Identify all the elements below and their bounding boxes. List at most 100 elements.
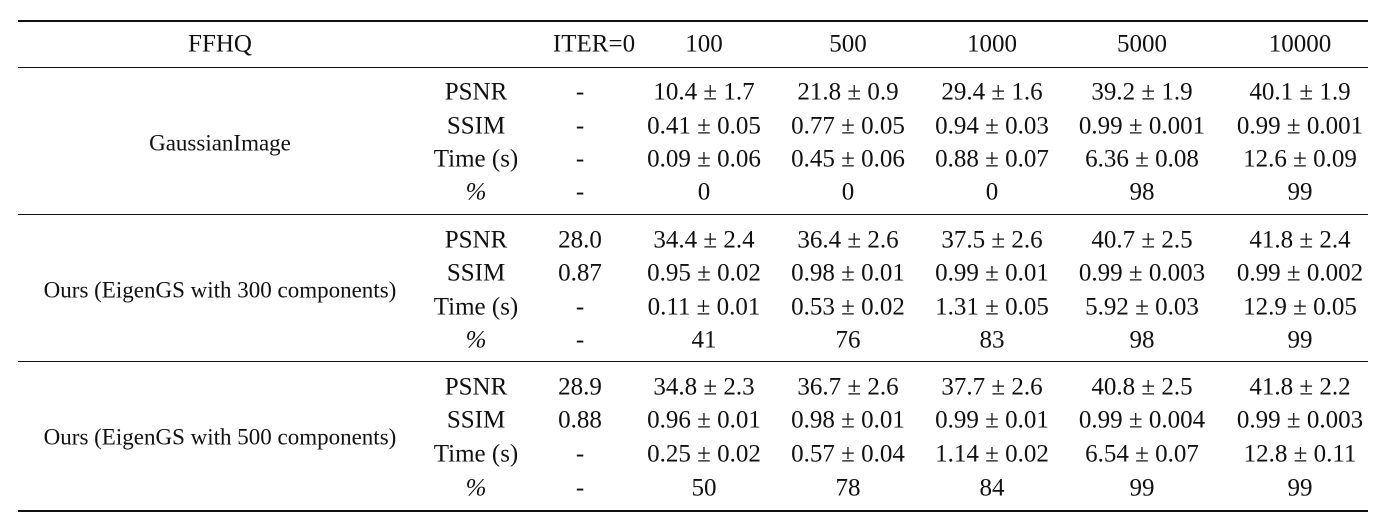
table-cell: 76 — [835, 326, 861, 354]
iteration-header: 5000 — [1117, 30, 1167, 58]
table-cell: 99 — [1287, 326, 1313, 354]
table-cell: 37.5 ± 2.6 — [941, 226, 1043, 254]
metric-label: % — [465, 326, 487, 354]
table-cell: 0.95 ± 0.02 — [647, 259, 761, 287]
table-cell: 41.8 ± 2.2 — [1249, 373, 1351, 401]
iteration-header: 10000 — [1268, 30, 1332, 58]
table-cell: 10.4 ± 1.7 — [653, 78, 755, 106]
table-cell: 0.88 — [558, 406, 602, 434]
metric-label: Time (s) — [433, 293, 519, 321]
table-cell: 0.25 ± 0.02 — [647, 440, 761, 468]
table-cell: 0.94 ± 0.03 — [935, 112, 1049, 140]
group-divider-1 — [18, 214, 1368, 215]
table-cell: 98 — [1129, 326, 1155, 354]
table-cell: 37.7 ± 2.6 — [941, 373, 1043, 401]
metric-label: PSNR — [444, 226, 508, 254]
table-cell: 0.99 ± 0.001 — [1078, 112, 1206, 140]
table-cell: 29.4 ± 1.6 — [941, 78, 1043, 106]
table-cell: 0.11 ± 0.01 — [647, 293, 761, 321]
table-cell: 0.96 ± 0.01 — [647, 406, 761, 434]
metric-label: % — [465, 178, 487, 206]
table-cell: 40.8 ± 2.5 — [1091, 373, 1193, 401]
table-cell: 0.99 ± 0.002 — [1236, 259, 1364, 287]
iteration-header: ITER=0 — [552, 30, 636, 58]
table-cell: 6.36 ± 0.08 — [1085, 145, 1199, 173]
table-cell: 12.9 ± 0.05 — [1243, 293, 1357, 321]
table-cell: 12.8 ± 0.11 — [1243, 440, 1357, 468]
table-cell: - — [575, 112, 585, 140]
table-cell: 34.8 ± 2.3 — [653, 373, 755, 401]
table-cell: 0.41 ± 0.05 — [647, 112, 761, 140]
metric-label: SSIM — [446, 112, 506, 140]
table-cell: 0.99 ± 0.003 — [1078, 259, 1206, 287]
dataset-header: FFHQ — [188, 30, 252, 58]
table-cell: 0.98 ± 0.01 — [791, 406, 905, 434]
table-cell: 83 — [979, 326, 1005, 354]
table-cell: 0.99 ± 0.004 — [1078, 406, 1206, 434]
table-cell: 12.6 ± 0.09 — [1243, 145, 1357, 173]
table-cell: 0 — [697, 178, 711, 206]
table-cell: 99 — [1129, 474, 1155, 502]
table-cell: 40.1 ± 1.9 — [1249, 78, 1351, 106]
table-cell: 0.98 ± 0.01 — [791, 259, 905, 287]
table-cell: 99 — [1287, 178, 1313, 206]
table-cell: 0.99 ± 0.003 — [1236, 406, 1364, 434]
table-cell: - — [575, 440, 585, 468]
table-cell: 0.09 ± 0.06 — [647, 145, 761, 173]
table-cell: - — [575, 326, 585, 354]
method-label: Ours (EigenGS with 300 components) — [43, 277, 397, 303]
table-cell: 5.92 ± 0.03 — [1085, 293, 1199, 321]
table-cell: 99 — [1287, 474, 1313, 502]
table-cell: - — [575, 474, 585, 502]
table-cell: 0.45 ± 0.06 — [791, 145, 905, 173]
iteration-header: 1000 — [967, 30, 1017, 58]
table-cell: 0.77 ± 0.05 — [791, 112, 905, 140]
table-cell: 36.4 ± 2.6 — [797, 226, 899, 254]
top-rule — [18, 20, 1368, 22]
table-cell: 28.9 — [558, 373, 602, 401]
table-cell: - — [575, 178, 585, 206]
method-label: Ours (EigenGS with 500 components) — [43, 424, 397, 450]
iteration-header: 100 — [685, 30, 723, 58]
table-cell: 0.57 ± 0.04 — [791, 440, 905, 468]
table-cell: - — [575, 78, 585, 106]
table-cell: 34.4 ± 2.4 — [653, 226, 755, 254]
table-cell: 0.88 ± 0.07 — [935, 145, 1049, 173]
metric-label: PSNR — [444, 373, 508, 401]
metric-label: Time (s) — [433, 145, 519, 173]
table-cell: 40.7 ± 2.5 — [1091, 226, 1193, 254]
table-cell: 50 — [691, 474, 717, 502]
table-cell: 98 — [1129, 178, 1155, 206]
metric-label: Time (s) — [433, 440, 519, 468]
method-label: GaussianImage — [149, 130, 291, 155]
table-cell: 41.8 ± 2.4 — [1249, 226, 1351, 254]
table-cell: 0 — [841, 178, 855, 206]
metric-label: PSNR — [444, 78, 508, 106]
table-cell: 0.99 ± 0.01 — [935, 259, 1049, 287]
iteration-header: 500 — [829, 30, 867, 58]
table-cell: 0.99 ± 0.01 — [935, 406, 1049, 434]
table-cell: 41 — [691, 326, 717, 354]
table-cell: 28.0 — [558, 226, 602, 254]
table-cell: 0 — [985, 178, 999, 206]
bottom-rule — [18, 510, 1368, 512]
metric-label: % — [465, 474, 487, 502]
header-rule — [18, 67, 1368, 68]
table-cell: 21.8 ± 0.9 — [797, 78, 899, 106]
table-cell: 1.31 ± 0.05 — [935, 293, 1049, 321]
metric-label: SSIM — [446, 406, 506, 434]
table-cell: 78 — [835, 474, 861, 502]
metric-label: SSIM — [446, 259, 506, 287]
table-cell: 36.7 ± 2.6 — [797, 373, 899, 401]
table-cell: 1.14 ± 0.02 — [935, 440, 1049, 468]
table-cell: 0.87 — [558, 259, 602, 287]
table-cell: 39.2 ± 1.9 — [1091, 78, 1193, 106]
table-cell: 0.53 ± 0.02 — [791, 293, 905, 321]
table-cell: 6.54 ± 0.07 — [1085, 440, 1199, 468]
table-cell: 84 — [979, 474, 1005, 502]
table-cell: - — [575, 293, 585, 321]
table-cell: - — [575, 145, 585, 173]
group-divider-2 — [18, 361, 1368, 362]
table-cell: 0.99 ± 0.001 — [1236, 112, 1364, 140]
